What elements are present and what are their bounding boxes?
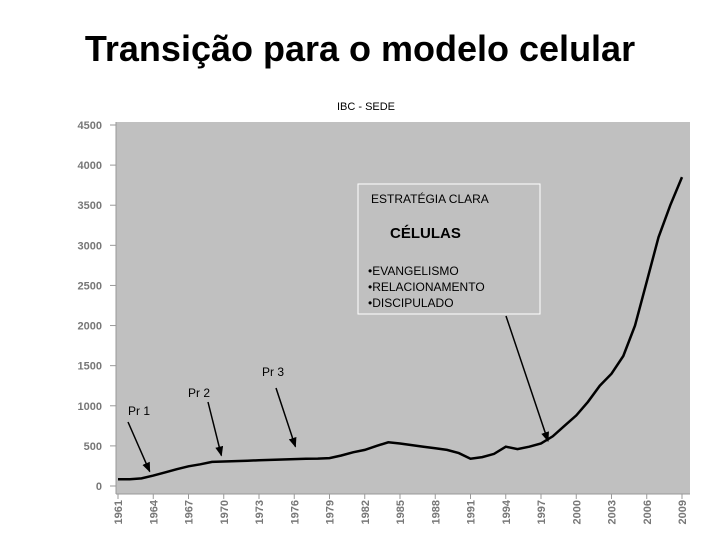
x-tick-label: 2003 — [607, 500, 619, 524]
x-tick-label: 1970 — [219, 500, 231, 524]
slide-title: Transição para o modelo celular — [84, 28, 636, 69]
x-tick-label: 1964 — [148, 499, 160, 524]
x-tick-label: 2006 — [642, 500, 654, 524]
chart-title: IBC - SEDE — [337, 101, 395, 113]
x-tick-label: 1973 — [254, 500, 266, 524]
x-tick-label: 1985 — [395, 500, 407, 524]
callout-frame — [357, 183, 541, 315]
annotation-arrow — [275, 387, 297, 448]
x-tick-label: 2000 — [571, 500, 583, 524]
x-tick-label: 1976 — [289, 500, 301, 524]
annotation-label: Pr 1 — [128, 404, 150, 418]
x-tick-label: 1988 — [430, 500, 442, 524]
x-tick-label: 1967 — [184, 500, 196, 524]
x-axis: 1961 1964 1967 1970 1973 1976 1979 1982 1985 1988… — [113, 493, 690, 524]
callout-item-3: •DISCIPULADO — [368, 296, 454, 310]
series-line — [118, 176, 684, 481]
callout-item-2: •RELACIONAMENTO — [368, 280, 485, 294]
y-tick-label: 0 — [96, 481, 102, 493]
x-tick-label: 1982 — [360, 500, 372, 524]
y-tick-label: 4000 — [78, 160, 102, 172]
callout-subheading: CÉLULAS — [390, 225, 461, 242]
y-tick-label: 500 — [84, 441, 102, 453]
callout-item-1: •EVANGELISMO — [368, 264, 459, 278]
x-tick-label: 1994 — [501, 499, 513, 524]
annotation-arrow — [127, 421, 151, 473]
callout-box: ESTRATÉGIA CLARA CÉLULAS •EVANGELISMO •R… — [357, 183, 541, 315]
y-tick-label: 4500 — [78, 120, 102, 132]
annotation-label: Pr 2 — [188, 386, 210, 400]
y-tick-label: 2000 — [78, 321, 102, 333]
x-tick-label: 1991 — [466, 500, 478, 524]
callout-arrow — [505, 315, 549, 443]
y-tick-label: 2500 — [78, 280, 102, 292]
callout-heading: ESTRATÉGIA CLARA — [371, 191, 489, 206]
y-axis: 0 500 1000 1500 2000 2500 3000 3500 4000 4500 — [78, 120, 117, 494]
y-tick-label: 3000 — [78, 240, 102, 252]
y-tick-label: 3500 — [78, 200, 102, 212]
x-tick-label: 1979 — [325, 500, 337, 524]
x-tick-label: 2009 — [677, 500, 689, 524]
annotation-label: Pr 3 — [262, 365, 284, 379]
annotation-arrow — [207, 401, 224, 457]
x-tick-label: 1997 — [536, 500, 548, 524]
y-tick-label: 1000 — [78, 401, 102, 413]
y-tick-label: 1500 — [78, 361, 102, 373]
x-tick-label: 1961 — [113, 500, 125, 524]
annotations: Pr 1 Pr 2 Pr 3 — [127, 365, 297, 473]
